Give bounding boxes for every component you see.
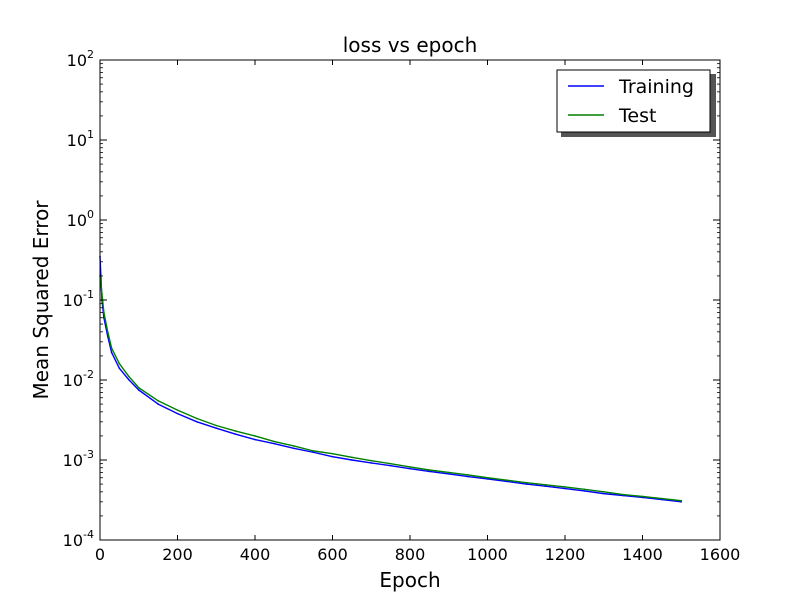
x-tick-label: 1600 [700,545,741,564]
data-point-training [254,438,256,441]
data-point-test [467,474,469,476]
data-point-test [118,362,121,365]
data-point-test [389,462,392,465]
data-point-training [351,459,353,461]
data-point-test [602,491,605,493]
x-tick-label: 600 [317,545,348,564]
x-tick-label: 800 [395,545,426,564]
x-tick-label: 1400 [622,545,663,564]
x-tick-label: 0 [95,545,105,564]
data-point-training [176,412,179,415]
x-tick-label: 1000 [467,545,508,564]
data-point-training [128,379,130,381]
data-point-training [137,389,140,391]
data-point-training [234,433,237,436]
data-point-training [428,470,431,473]
data-point-test [331,452,334,455]
data-point-test [486,476,489,479]
data-point-test [370,459,373,462]
data-point-training [118,367,121,370]
data-point-training [564,487,566,490]
data-point-training [409,467,411,470]
series-line-test [99,275,682,502]
data-point-test [622,493,624,496]
data-point-test [106,331,109,333]
data-point-test [312,450,314,452]
data-point-test [661,497,663,500]
data-point-training [389,464,392,467]
y-tick-label: 10-4 [63,528,94,550]
data-point-training [506,480,508,483]
data-point-test [137,386,140,389]
y-axis-title: Mean Squared Error [29,200,53,400]
x-axis-title: Epoch [379,568,440,592]
y-tick-label: 10-2 [63,368,94,390]
y-tick-label: 10-3 [63,448,94,470]
data-point-training [370,462,373,464]
data-point-test [447,471,450,474]
data-point-training [602,492,605,495]
data-point-test [506,479,508,481]
data-point-test [234,430,237,432]
series-line-training [99,256,682,503]
data-point-test [128,375,130,378]
data-point-training [196,421,198,423]
y-tick-label: 102 [67,48,94,70]
data-point-test [157,399,159,402]
legend-label-test: Test [618,105,656,127]
data-point-training [525,483,528,485]
data-point-test [103,311,105,314]
series-layer [99,255,683,503]
data-point-test [564,486,566,488]
data-point-test [525,481,528,484]
data-point-training [331,455,334,458]
y-tick-label: 100 [67,208,94,230]
legend: Training Test [556,69,716,137]
data-point-test [110,347,113,349]
x-tick-label: 1200 [545,545,586,564]
data-point-test [215,424,218,427]
data-point-training [110,351,113,354]
data-point-test [544,483,547,486]
data-point-test [351,456,353,459]
data-point-training [273,442,276,445]
data-point-training [544,485,547,488]
data-point-training [292,447,295,450]
data-point-training [486,478,489,480]
data-point-test [680,499,683,502]
chart-title: loss vs epoch [343,33,478,57]
data-point-test [273,440,276,443]
data-point-training [215,427,218,429]
data-point-test [101,292,103,295]
data-point-test [641,495,644,498]
y-tick-label: 101 [67,128,94,150]
data-point-training [583,490,586,492]
data-point-test [583,488,586,491]
x-tick-label: 200 [162,545,193,564]
data-point-training [157,403,159,405]
data-point-training [447,473,450,475]
data-point-training [680,501,683,503]
data-point-training [467,475,469,478]
x-tick-label: 400 [240,545,271,564]
data-point-training [312,451,314,454]
legend-label-training: Training [618,76,694,98]
data-point-test [292,445,295,447]
tick-layer: 0 200 400 600 800 1000 1200 1400 1600 10-4 10-3 10-… [63,48,741,564]
data-point-test [409,466,411,468]
data-point-test [254,435,256,437]
data-point-test [176,409,179,411]
data-point-test [428,469,431,471]
data-point-test [196,417,198,420]
y-tick-label: 10-1 [63,288,94,310]
legend-box [556,69,711,133]
